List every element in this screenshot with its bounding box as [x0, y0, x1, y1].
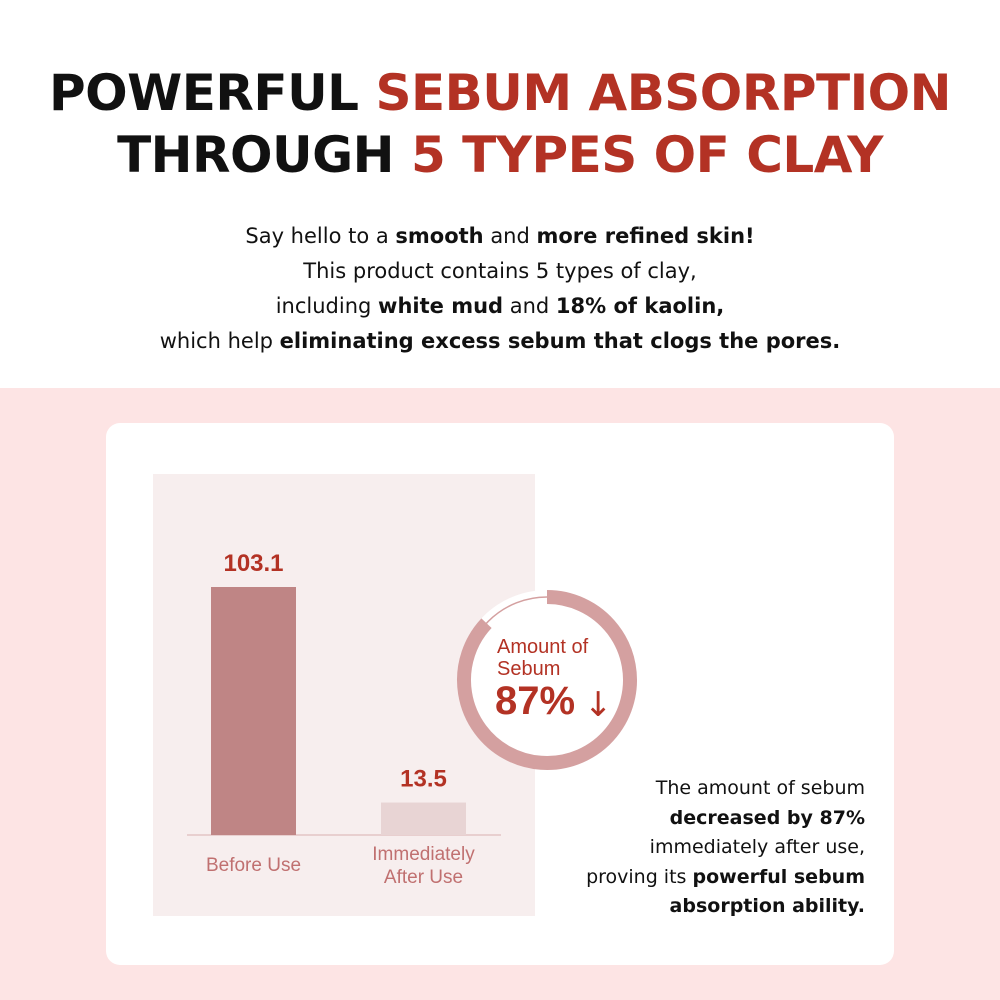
down-arrow-icon: ↓ — [584, 685, 613, 725]
title-highlight: 5 TYPES OF CLAY — [410, 126, 883, 184]
text-line: immediately after use, — [586, 833, 865, 863]
category-label: Immediately — [372, 844, 475, 865]
bold-text: smooth — [395, 224, 484, 248]
text: including — [275, 294, 379, 318]
text-line: This product contains 5 types of clay, — [0, 254, 1000, 289]
bold-text: more refined skin! — [536, 224, 755, 248]
text: This product contains 5 types of clay, — [303, 259, 697, 283]
text-line: decreased by 87% — [586, 804, 865, 834]
text: The amount of sebum — [655, 777, 865, 799]
badge-value: 87% — [495, 679, 575, 723]
text-line: which help eliminating excess sebum that… — [0, 324, 1000, 359]
ring-progress — [457, 590, 637, 770]
bold-text: white mud — [378, 294, 504, 318]
text-line: proving its powerful sebum — [586, 863, 865, 893]
badge-label: Amount of — [497, 636, 589, 658]
badge-label: Sebum — [497, 658, 560, 680]
data-label: 103.1 — [223, 550, 283, 577]
text: proving its — [586, 865, 693, 888]
description: The amount of sebum decreased by 87% immed… — [586, 774, 865, 922]
header-section: POWERFUL SEBUM ABSORPTION THROUGH 5 TYPE… — [0, 0, 1000, 388]
title-text: THROUGH — [117, 126, 411, 184]
title-text: POWERFUL — [48, 64, 376, 122]
text: and — [483, 224, 537, 248]
bold-text: 18% of kaolin, — [555, 294, 725, 318]
text: and — [503, 294, 556, 318]
data-label: 13.5 — [400, 766, 447, 793]
category-label: After Use — [384, 867, 463, 888]
bold-text: absorption ability. — [669, 895, 865, 917]
title-highlight: SEBUM ABSORPTION — [375, 64, 952, 122]
bold-text: eliminating excess sebum that clogs the … — [279, 329, 841, 353]
bold-text: decreased by 87% — [669, 806, 865, 829]
bar-1 — [381, 802, 466, 835]
text: which help — [159, 329, 280, 353]
text-line: The amount of sebum — [586, 774, 865, 804]
subtitle: Say hello to a smooth and more refined s… — [0, 219, 1000, 359]
text: Say hello to a — [245, 224, 396, 248]
badge-background — [457, 590, 637, 770]
bold-text: powerful sebum — [692, 865, 865, 888]
bar-0 — [211, 587, 296, 835]
text-line: Say hello to a smooth and more refined s… — [0, 219, 1000, 254]
text: immediately after use, — [649, 836, 865, 858]
text-line: including white mud and 18% of kaolin, — [0, 289, 1000, 324]
text-line: absorption ability. — [586, 892, 865, 922]
category-label: Before Use — [206, 855, 301, 876]
page-title: POWERFUL SEBUM ABSORPTION THROUGH 5 TYPE… — [0, 62, 1000, 186]
